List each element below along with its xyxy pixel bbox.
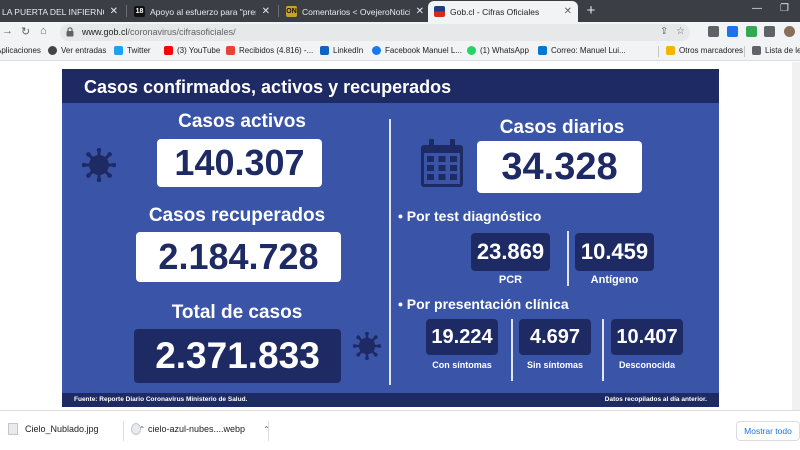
- puzzle-icon[interactable]: [764, 26, 775, 37]
- bookmark-whatsapp[interactable]: (1) WhatsApp: [467, 46, 529, 55]
- clinica-heading: • Por presentación clínica: [398, 296, 569, 312]
- pcr-label: PCR: [498, 274, 523, 286]
- extension-icon[interactable]: [708, 26, 719, 37]
- outlook-icon: [538, 46, 547, 55]
- antigeno-label: Antígeno: [590, 274, 639, 286]
- bookmark-ver-entradas[interactable]: Ver entradas: [48, 46, 106, 55]
- page-scrollbar[interactable]: [792, 62, 800, 410]
- bookmark-correo[interactable]: Correo: Manuel Lui...: [538, 46, 626, 55]
- calendar-icon: [421, 139, 463, 187]
- bookmark-aplicaciones[interactable]: Aplicaciones: [0, 46, 41, 55]
- extension-icon[interactable]: [746, 26, 757, 37]
- lock-icon: [66, 27, 74, 37]
- download-item[interactable]: cielo-azul-nubes....webp ⌃: [131, 423, 270, 435]
- new-tab-button[interactable]: +: [586, 2, 596, 19]
- tab-strip: LA PUERTA DEL INFIERNO | Págin ✕ 18 Apoy…: [0, 0, 800, 22]
- total-label: Total de casos: [171, 302, 303, 323]
- bookmark-twitter[interactable]: Twitter: [114, 46, 151, 55]
- pcr-value: 23.869: [471, 233, 550, 271]
- con-sintomas-value: 19.224: [426, 319, 498, 355]
- desconocida-label: Desconocida: [618, 360, 676, 370]
- antigeno-value: 10.459: [575, 233, 654, 271]
- infographic-title: Casos confirmados, activos y recuperados: [84, 77, 452, 97]
- sin-sintomas-label: Sin síntomas: [526, 360, 583, 370]
- twitter-icon: [114, 46, 123, 55]
- extension-icon[interactable]: [727, 26, 738, 37]
- diarios-value: 34.328: [477, 141, 642, 193]
- bookmark-linkedin[interactable]: LinkedIn: [320, 46, 363, 55]
- linkedin-icon: [320, 46, 329, 55]
- bookmark-lista-lectura[interactable]: Lista de le: [752, 46, 800, 55]
- reading-list-icon: [752, 46, 761, 55]
- gmail-icon: [226, 46, 235, 55]
- home-icon[interactable]: ⌂: [40, 25, 47, 37]
- recuperados-label: Casos recuperados: [148, 205, 326, 226]
- total-value: 2.371.833: [134, 329, 341, 383]
- file-icon: [8, 423, 18, 435]
- tab-apoyo[interactable]: 18 Apoyo al esfuerzo para "preserva ✕: [134, 6, 270, 17]
- bookmark-star-icon[interactable]: ☆: [676, 26, 685, 37]
- forward-icon[interactable]: →: [2, 25, 13, 37]
- url-text: www.gob.cl/coronavirus/cifrasoficiales/: [82, 27, 236, 37]
- minimize-icon[interactable]: —: [752, 3, 762, 14]
- close-tab-icon[interactable]: ✕: [109, 6, 118, 17]
- chevron-up-icon[interactable]: ⌃: [138, 424, 146, 434]
- tab-comentarios[interactable]: ON Comentarios < OvejeroNoticias — ✕: [286, 6, 424, 17]
- bookmark-gmail[interactable]: Recibidos (4.816) -...: [226, 46, 313, 55]
- download-item[interactable]: Cielo_Nublado.jpg ⌃: [8, 423, 145, 435]
- footer-note: Datos recopilados al día anterior.: [604, 396, 707, 403]
- bookmark-otros-marcadores[interactable]: Otros marcadores: [666, 46, 743, 55]
- activos-value: 140.307: [157, 139, 322, 187]
- restore-icon[interactable]: ❐: [780, 3, 789, 14]
- column-divider: [389, 119, 391, 385]
- recuperados-value: 2.184.728: [136, 232, 341, 282]
- clinica-divider: [602, 319, 604, 381]
- facebook-icon: [372, 46, 381, 55]
- download-bar: Cielo_Nublado.jpg ⌃ cielo-azul-nubes....…: [0, 410, 800, 450]
- folder-icon: [666, 46, 675, 55]
- tab-gob-cl[interactable]: Gob.cl - Cifras Oficiales ✕: [428, 1, 578, 22]
- bookmark-facebook[interactable]: Facebook Manuel L...: [372, 46, 462, 55]
- con-sintomas-label: Con síntomas: [432, 360, 492, 370]
- test-heading: • Por test diagnóstico: [398, 208, 542, 224]
- clinica-divider: [511, 319, 513, 381]
- test-divider: [567, 231, 569, 286]
- avatar[interactable]: [784, 26, 795, 37]
- close-tab-icon[interactable]: ✕: [261, 6, 270, 17]
- url-input[interactable]: www.gob.cl/coronavirus/cifrasoficiales/ …: [60, 24, 690, 41]
- sin-sintomas-value: 4.697: [519, 319, 591, 355]
- site-favicon-icon: 18: [134, 6, 145, 17]
- tab-la-puerta[interactable]: LA PUERTA DEL INFIERNO | Págin ✕: [2, 6, 118, 17]
- chrome-file-icon: [131, 423, 141, 435]
- chile-flag-icon: [434, 6, 445, 17]
- show-all-downloads-button[interactable]: Mostrar todo: [736, 421, 800, 441]
- desconocida-value: 10.407: [611, 319, 683, 355]
- reload-icon[interactable]: ↻: [21, 26, 31, 38]
- activos-label: Casos activos: [178, 111, 306, 132]
- close-tab-icon[interactable]: ✕: [415, 6, 424, 17]
- infographic-header: Casos confirmados, activos y recuperados: [62, 69, 719, 103]
- infographic-footer: Fuente: Reporte Diario Coronavirus Minis…: [62, 393, 719, 407]
- virus-icon: [353, 332, 381, 360]
- share-icon[interactable]: ⇪: [660, 26, 669, 37]
- address-bar: → ↻ ⌂ www.gob.cl/coronavirus/cifrasofici…: [0, 22, 800, 43]
- close-tab-icon[interactable]: ✕: [563, 6, 572, 17]
- infographic-card: Casos confirmados, activos y recuperados…: [62, 69, 719, 407]
- bookmarks-bar: Aplicaciones Ver entradas Twitter (3) Yo…: [0, 43, 800, 61]
- chevron-up-icon[interactable]: ⌃: [263, 424, 270, 434]
- youtube-icon: [164, 46, 173, 55]
- virus-icon: [82, 148, 116, 182]
- diarios-label: Casos diarios: [499, 117, 625, 138]
- whatsapp-icon: [467, 46, 476, 55]
- site-favicon-icon: ON: [286, 6, 297, 17]
- footer-source: Fuente: Reporte Diario Coronavirus Minis…: [74, 396, 248, 403]
- page-content: Casos confirmados, activos y recuperados…: [0, 62, 800, 410]
- blogger-icon: [48, 46, 57, 55]
- bookmark-youtube[interactable]: (3) YouTube: [164, 46, 220, 55]
